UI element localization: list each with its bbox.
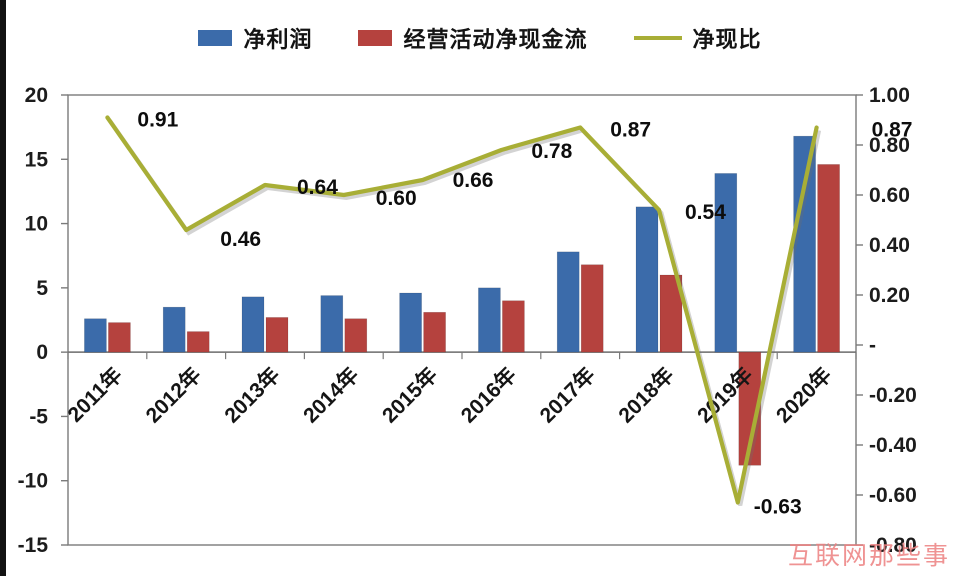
legend-label-net-profit: 净利润 xyxy=(243,27,313,52)
legend-item-operating-cash-flow: 经营活动净现金流 xyxy=(358,22,587,54)
legend-swatch-net-profit-icon xyxy=(198,30,233,46)
svg-text:2015年: 2015年 xyxy=(377,363,442,428)
svg-text:15: 15 xyxy=(25,148,49,171)
svg-text:2016年: 2016年 xyxy=(456,363,521,428)
svg-text:0.40: 0.40 xyxy=(869,234,910,257)
svg-text:-0.60: -0.60 xyxy=(869,484,917,507)
svg-text:-0.63: -0.63 xyxy=(754,496,802,519)
svg-text:2014年: 2014年 xyxy=(298,363,363,428)
svg-text:0.87: 0.87 xyxy=(610,119,651,142)
legend-label-cash-ratio: 净现比 xyxy=(692,27,762,52)
svg-text:0.87: 0.87 xyxy=(872,119,913,142)
svg-text:1.00: 1.00 xyxy=(869,84,910,107)
watermark: 互联网那些事 xyxy=(787,542,950,570)
svg-text:0.60: 0.60 xyxy=(376,187,417,210)
svg-text:-: - xyxy=(869,334,876,357)
svg-text:2012年: 2012年 xyxy=(141,363,206,428)
svg-text:10: 10 xyxy=(25,213,48,236)
svg-text:0.54: 0.54 xyxy=(685,201,726,224)
legend-swatch-operating-cash-flow-icon xyxy=(358,30,393,46)
svg-text:2020年: 2020年 xyxy=(771,363,836,428)
svg-text:0.66: 0.66 xyxy=(453,169,494,192)
svg-text:2018年: 2018年 xyxy=(614,363,679,428)
svg-text:0.78: 0.78 xyxy=(531,140,572,163)
svg-text:2017年: 2017年 xyxy=(535,363,600,428)
chart-legend: 净利润 经营活动净现金流 净现比 xyxy=(0,22,960,54)
svg-text:20: 20 xyxy=(25,84,48,107)
svg-text:2011年: 2011年 xyxy=(63,363,127,427)
svg-text:2013年: 2013年 xyxy=(220,363,285,428)
legend-swatch-cash-ratio-icon xyxy=(633,36,682,40)
svg-text:-0.20: -0.20 xyxy=(869,384,917,407)
svg-text:0.80: 0.80 xyxy=(869,134,910,157)
svg-text:-0.40: -0.40 xyxy=(869,434,917,457)
svg-text:0.20: 0.20 xyxy=(869,284,910,307)
left-edge-strip xyxy=(0,0,6,576)
svg-text:0.46: 0.46 xyxy=(220,228,261,251)
svg-text:-5: -5 xyxy=(29,405,48,428)
svg-text:0.91: 0.91 xyxy=(137,109,178,132)
svg-text:5: 5 xyxy=(36,277,48,300)
svg-text:0.60: 0.60 xyxy=(869,184,910,207)
legend-label-operating-cash-flow: 经营活动净现金流 xyxy=(403,27,588,52)
legend-item-cash-ratio: 净现比 xyxy=(633,22,762,54)
svg-text:-0.80: -0.80 xyxy=(869,534,917,557)
legend-item-net-profit: 净利润 xyxy=(198,22,312,54)
svg-text:-15: -15 xyxy=(18,534,49,557)
svg-text:0: 0 xyxy=(36,341,48,364)
svg-text:0.64: 0.64 xyxy=(297,176,338,199)
svg-text:-10: -10 xyxy=(18,470,48,493)
